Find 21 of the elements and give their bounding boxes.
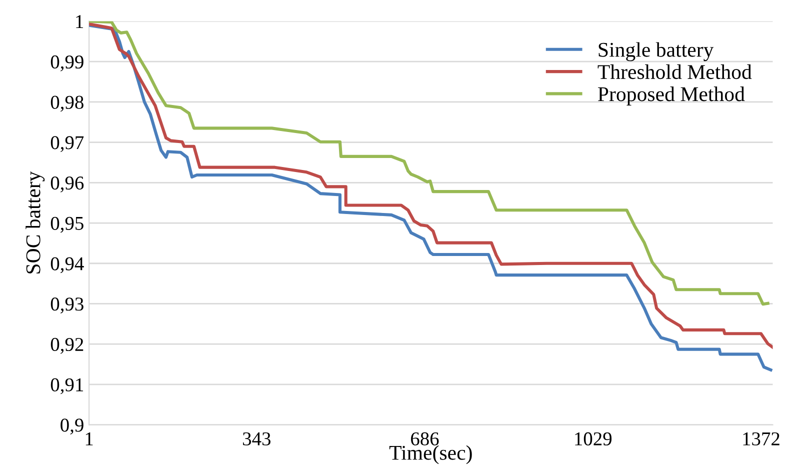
y-tick-label: 1 [76, 15, 84, 28]
y-axis-title: SOC battery [26, 171, 45, 274]
legend-label: Proposed Method [598, 86, 745, 106]
x-tick-label: 686 [411, 432, 439, 446]
x-tick-label: 343 [243, 432, 270, 446]
x-axis-title: Time(sec) [389, 445, 472, 464]
y-tick-label: 0,97 [50, 136, 84, 152]
legend-label: Single battery [598, 42, 714, 62]
y-tick-label: 0,98 [50, 96, 84, 112]
x-tick-label: 1 [86, 432, 93, 446]
y-tick-label: 0,91 [50, 378, 84, 394]
x-tick-label: 1029 [575, 432, 612, 446]
y-tick-label: 0,96 [50, 176, 84, 192]
y-tick-label: 0,94 [50, 257, 84, 274]
y-tick-label: 0,9 [60, 418, 84, 435]
y-tick-label: 0,93 [50, 298, 84, 314]
y-tick-label: 0,99 [50, 55, 84, 72]
legend-label: Threshold Method [598, 64, 752, 80]
y-tick-label: 0,92 [50, 338, 84, 354]
x-tick-label: 1372 [743, 432, 780, 446]
y-tick-label: 0,95 [50, 216, 84, 233]
